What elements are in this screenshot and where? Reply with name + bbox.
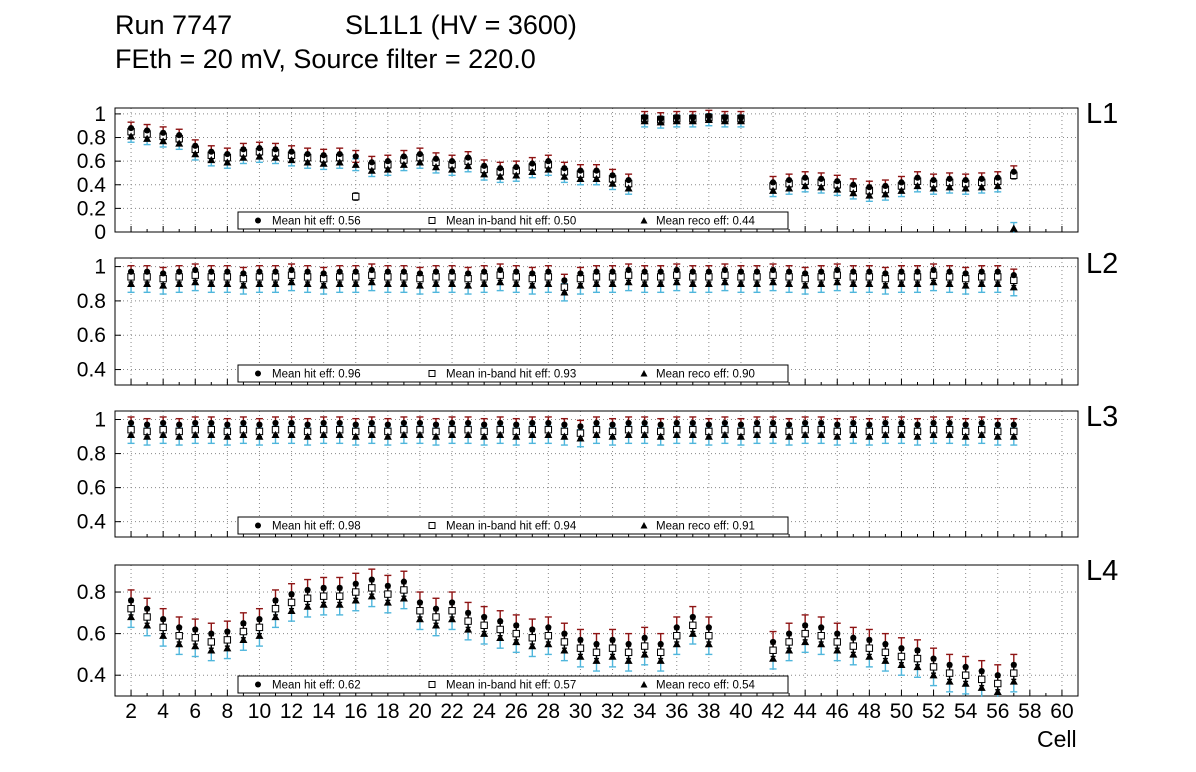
svg-text:Mean in-band hit eff: 0.93: Mean in-band hit eff: 0.93 [446, 369, 576, 381]
svg-text:0.8: 0.8 [77, 127, 106, 150]
svg-text:0.8: 0.8 [77, 290, 106, 313]
svg-text:0: 0 [94, 221, 106, 244]
legend-L3: Mean hit eff: 0.98 Mean in-band hit eff: … [237, 516, 789, 535]
svg-text:1: 1 [94, 256, 106, 279]
svg-text:50: 50 [890, 700, 913, 723]
svg-text:22: 22 [440, 700, 463, 723]
svg-text:38: 38 [697, 700, 720, 723]
panel-label-L2: L2 [1086, 248, 1119, 280]
points-L1 [127, 109, 1018, 233]
svg-text:6: 6 [189, 700, 201, 723]
svg-text:46: 46 [826, 700, 849, 723]
svg-text:0.4: 0.4 [77, 174, 107, 197]
svg-text:8: 8 [222, 700, 234, 723]
svg-text:Mean reco eff: 0.90: Mean reco eff: 0.90 [656, 369, 755, 381]
panel-label-L1: L1 [1086, 98, 1119, 130]
legend-L1: Mean hit eff: 0.56 Mean in-band hit eff: … [237, 211, 789, 230]
svg-text:2: 2 [125, 700, 137, 723]
points-L3 [127, 416, 1018, 448]
svg-text:1: 1 [94, 103, 106, 126]
svg-text:Mean in-band hit eff: 0.94: Mean in-band hit eff: 0.94 [446, 521, 577, 533]
svg-text:Mean reco eff: 0.91: Mean reco eff: 0.91 [656, 521, 755, 533]
svg-text:Mean hit eff: 0.62: Mean hit eff: 0.62 [272, 680, 361, 692]
svg-text:10: 10 [248, 700, 271, 723]
x-axis-title: Cell [1037, 726, 1077, 752]
svg-text:56: 56 [986, 700, 1009, 723]
panel-label-L4: L4 [1086, 555, 1119, 587]
svg-text:14: 14 [312, 700, 336, 723]
svg-text:Mean in-band hit eff: 0.57: Mean in-band hit eff: 0.57 [446, 680, 576, 692]
panel-label-L3: L3 [1086, 401, 1119, 433]
svg-text:32: 32 [601, 700, 624, 723]
threshold-subtitle: FEth = 20 mV, Source filter = 220.0 [115, 44, 536, 74]
svg-text:Mean hit eff: 0.56: Mean hit eff: 0.56 [272, 216, 361, 228]
svg-text:0.6: 0.6 [77, 150, 106, 173]
svg-text:30: 30 [569, 700, 592, 723]
svg-text:24: 24 [472, 700, 496, 723]
config-title: SL1L1 (HV = 3600) [345, 10, 577, 40]
svg-text:52: 52 [922, 700, 945, 723]
svg-text:0.4: 0.4 [77, 511, 107, 534]
svg-text:60: 60 [1050, 700, 1073, 723]
run-title: Run 7747 [115, 10, 233, 40]
svg-text:Mean hit eff: 0.96: Mean hit eff: 0.96 [272, 369, 361, 381]
svg-text:0.6: 0.6 [77, 623, 106, 646]
svg-text:Mean reco eff: 0.54: Mean reco eff: 0.54 [656, 680, 755, 692]
svg-text:0.4: 0.4 [77, 359, 107, 382]
svg-text:0.8: 0.8 [77, 443, 106, 466]
svg-text:4: 4 [157, 700, 169, 723]
svg-text:Mean reco eff: 0.44: Mean reco eff: 0.44 [656, 216, 755, 228]
svg-text:36: 36 [665, 700, 688, 723]
svg-text:0.6: 0.6 [77, 477, 106, 500]
panel-L3: 0.4 0.6 0.8 1 Mean hit eff: 0.98 Mean in-band… [77, 409, 1079, 538]
svg-text:58: 58 [1018, 700, 1041, 723]
svg-text:48: 48 [858, 700, 881, 723]
svg-text:54: 54 [954, 700, 978, 723]
svg-text:20: 20 [408, 700, 431, 723]
svg-text:18: 18 [376, 700, 399, 723]
panel-L1: 00.20.40.60.81 Mean hit eff: 0.56 Mean in-… [77, 103, 1079, 244]
legend-L4: Mean hit eff: 0.62 Mean in-band hit eff: … [237, 675, 789, 694]
svg-text:12: 12 [280, 700, 303, 723]
svg-text:34: 34 [633, 700, 657, 723]
svg-text:Mean hit eff: 0.98: Mean hit eff: 0.98 [272, 521, 361, 533]
svg-text:44: 44 [793, 700, 817, 723]
panel-L2: 0.4 0.6 0.8 1 Mean hit eff: 0.96 Mean in-band… [77, 256, 1079, 386]
svg-text:0.6: 0.6 [77, 324, 106, 347]
svg-text:40: 40 [729, 700, 752, 723]
svg-text:26: 26 [505, 700, 528, 723]
svg-text:0.8: 0.8 [77, 581, 106, 604]
svg-text:Mean in-band hit eff: 0.50: Mean in-band hit eff: 0.50 [446, 216, 576, 228]
points-L2 [127, 263, 1018, 302]
svg-text:0.2: 0.2 [77, 197, 106, 220]
points-L4 [127, 568, 1018, 697]
svg-text:42: 42 [761, 700, 784, 723]
panel-L4: 0.4 0.6 0.8 Mean hit eff: 0.62 Mean in-band … [77, 564, 1079, 697]
svg-text:1: 1 [94, 409, 106, 432]
svg-text:28: 28 [537, 700, 560, 723]
legend-L2: Mean hit eff: 0.96 Mean in-band hit eff: … [237, 364, 789, 383]
svg-text:0.4: 0.4 [77, 664, 107, 687]
svg-text:16: 16 [344, 700, 367, 723]
